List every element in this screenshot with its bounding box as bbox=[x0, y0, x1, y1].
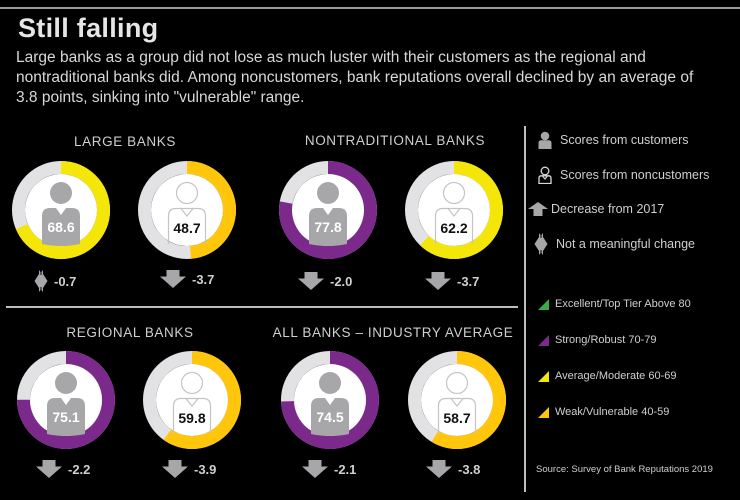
donut-all-customers: 74.5 bbox=[280, 350, 380, 450]
decrease-arrow-icon bbox=[425, 272, 451, 290]
legend-tier-strong: Strong/Robust 70-79 bbox=[538, 334, 657, 346]
decrease-arrow-icon bbox=[298, 272, 324, 290]
triangle-icon bbox=[538, 334, 549, 346]
donut-large-customers: 68.6 bbox=[11, 160, 111, 260]
decrease-arrow-icon bbox=[160, 270, 186, 288]
change-large-noncustomers: -3.7 bbox=[160, 270, 214, 288]
legend-no-change: Not a meaningful change bbox=[534, 233, 695, 255]
legend-customers: Scores from customers bbox=[538, 131, 689, 149]
group-label-all-banks: ALL BANKS – INDUSTRY AVERAGE bbox=[272, 325, 514, 340]
svg-text:77.8: 77.8 bbox=[314, 219, 341, 235]
triangle-icon bbox=[538, 370, 549, 382]
legend-tier-weak: Weak/Vulnerable 40-59 bbox=[538, 406, 669, 418]
donut-large-noncustomers: 48.7 bbox=[137, 160, 237, 260]
donut-all-noncustomers: 58.7 bbox=[407, 350, 507, 450]
change-regional-noncustomers: -3.9 bbox=[162, 460, 216, 478]
chart-subtitle: Large banks as a group did not lose as m… bbox=[16, 49, 694, 106]
svg-text:74.5: 74.5 bbox=[316, 409, 343, 425]
change-large-customers: -0.7 bbox=[34, 270, 76, 292]
legend-decrease: Decrease from 2017 bbox=[527, 201, 664, 217]
legend-noncustomers: Scores from noncustomers bbox=[538, 166, 709, 184]
legend-tier-excellent: Excellent/Top Tier Above 80 bbox=[538, 298, 691, 310]
top-rule bbox=[0, 7, 740, 9]
change-nontraditional-noncustomers: -3.7 bbox=[425, 272, 479, 290]
vertical-divider bbox=[524, 126, 526, 492]
svg-text:48.7: 48.7 bbox=[173, 220, 200, 236]
svg-text:59.8: 59.8 bbox=[178, 410, 205, 426]
change-nontraditional-customers: -2.0 bbox=[298, 272, 352, 290]
decrease-arrow-icon bbox=[36, 460, 62, 478]
donut-nontraditional-noncustomers: 62.2 bbox=[404, 160, 504, 260]
decrease-arrow-icon bbox=[302, 460, 328, 478]
no-change-icon bbox=[534, 233, 548, 255]
decrease-arrow-icon bbox=[162, 460, 188, 478]
chart-title: Still falling bbox=[18, 13, 159, 43]
donut-nontraditional-customers: 77.8 bbox=[278, 160, 378, 260]
svg-text:58.7: 58.7 bbox=[443, 410, 470, 426]
customer-icon bbox=[538, 131, 552, 149]
group-label-regional-banks: REGIONAL BANKS bbox=[66, 325, 194, 340]
no-change-icon bbox=[34, 270, 48, 292]
triangle-icon bbox=[538, 298, 549, 310]
decrease-arrow-icon bbox=[528, 202, 548, 216]
svg-text:75.1: 75.1 bbox=[52, 409, 79, 425]
change-all-customers: -2.1 bbox=[302, 460, 356, 478]
group-label-nontraditional-banks: NONTRADITIONAL BANKS bbox=[304, 133, 486, 148]
change-regional-customers: -2.2 bbox=[36, 460, 90, 478]
legend-tier-average: Average/Moderate 60-69 bbox=[538, 370, 677, 382]
horizontal-divider bbox=[6, 306, 518, 308]
change-all-noncustomers: -3.8 bbox=[426, 460, 480, 478]
donut-regional-noncustomers: 59.8 bbox=[142, 350, 242, 450]
noncustomer-icon bbox=[538, 166, 552, 184]
svg-text:68.6: 68.6 bbox=[47, 219, 74, 235]
source-note: Source: Survey of Bank Reputations 2019 bbox=[536, 464, 713, 475]
svg-text:62.2: 62.2 bbox=[440, 220, 467, 236]
decrease-arrow-icon bbox=[426, 460, 452, 478]
group-label-large-banks: LARGE BANKS bbox=[74, 134, 176, 149]
donut-regional-customers: 75.1 bbox=[16, 350, 116, 450]
triangle-icon bbox=[538, 406, 549, 418]
